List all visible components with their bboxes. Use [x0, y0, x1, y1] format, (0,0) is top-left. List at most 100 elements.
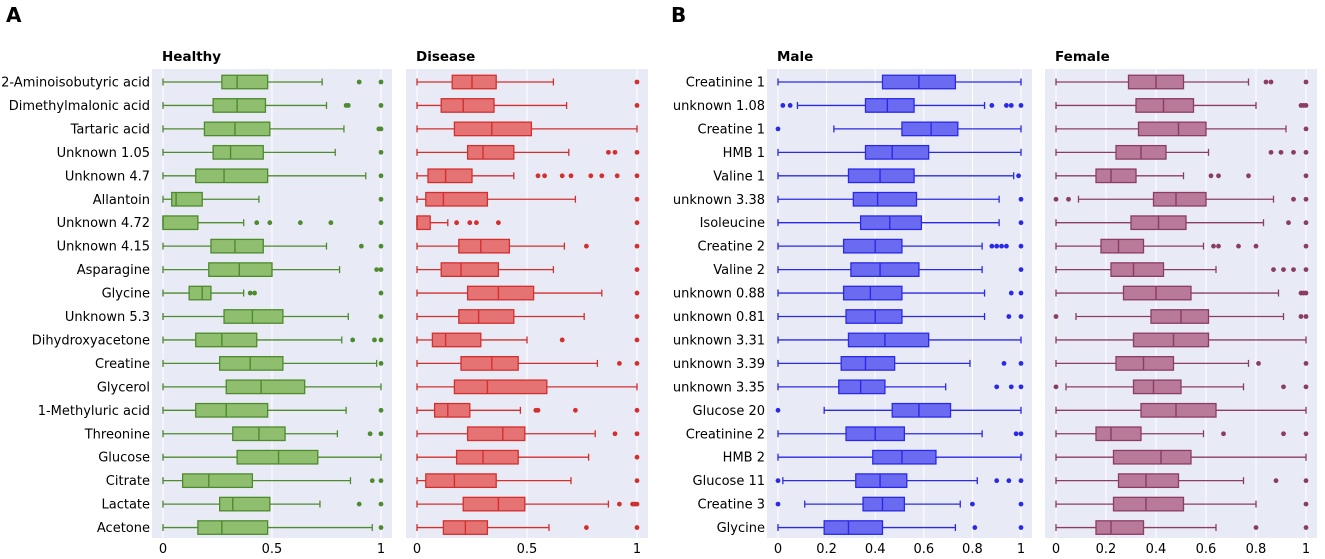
- healthy-box: [208, 262, 273, 278]
- male-outlier-point: [1006, 314, 1012, 319]
- male-box: [847, 168, 915, 184]
- disease-outlier-point: [634, 79, 640, 85]
- healthy-x-tick-label: 0.5: [262, 542, 283, 557]
- male-x-tick-label: 0: [774, 542, 782, 557]
- male-outlier-point: [1006, 478, 1012, 484]
- male-category-label: unknown 3.38: [673, 193, 765, 208]
- male-category-label: unknown 3.39: [673, 357, 765, 372]
- male-outlier-point: [1018, 267, 1024, 272]
- male-boxplot: 0 0.2 0.4 0.6 0.8 1 Male Creatinine 1 unknown 1.…: [673, 49, 1032, 557]
- male-outlier-point: [1018, 243, 1024, 249]
- male-box: [859, 215, 923, 231]
- female-outlier-point: [1263, 79, 1269, 85]
- male-box: [850, 262, 920, 278]
- disease-box: [440, 262, 500, 278]
- female-outlier-point: [1236, 243, 1241, 249]
- healthy-outlier-point: [267, 220, 273, 226]
- disease-outlier-point: [634, 407, 640, 413]
- male-box: [847, 332, 930, 348]
- female-outlier-point: [1281, 431, 1286, 437]
- female-outlier-point: [1066, 196, 1071, 202]
- female-box: [1132, 332, 1210, 348]
- male-category-label: unknown 3.35: [673, 380, 765, 395]
- male-x-tick-label: 1: [1017, 542, 1025, 557]
- disease-outlier-point: [634, 501, 640, 507]
- healthy-box: [212, 98, 267, 113]
- disease-outlier-point: [584, 525, 589, 530]
- disease-panel-title: Disease: [416, 49, 475, 65]
- healthy-category-label: Unknown 4.15: [57, 240, 150, 255]
- healthy-category-label: 2-Aminoisobutyric acid: [1, 76, 150, 91]
- female-outlier-point: [1268, 79, 1274, 85]
- healthy-category-label: Dimethylmalonic acid: [9, 99, 150, 114]
- healthy-box: [210, 238, 264, 254]
- disease-outlier-point: [467, 220, 473, 226]
- healthy-category-label: Unknown 5.3: [65, 310, 150, 325]
- disease-outlier-point: [634, 149, 640, 155]
- female-outlier-point: [1273, 478, 1279, 484]
- healthy-outlier-point: [378, 220, 384, 226]
- healthy-category-label: Acetone: [97, 521, 150, 536]
- male-category-label: Isoleucine: [700, 216, 765, 231]
- female-boxplot: 0 0.2 0.4 0.6 0.8 1 Female: [1045, 49, 1317, 557]
- female-outlier-point: [1303, 267, 1309, 272]
- male-outlier-point: [989, 103, 995, 108]
- disease-outlier-point: [634, 431, 640, 437]
- male-box: [862, 496, 906, 512]
- disease-outlier-point: [599, 173, 605, 179]
- male-outlier-point: [1013, 431, 1019, 437]
- female-box: [1112, 449, 1192, 465]
- male-box: [891, 402, 952, 418]
- female-box: [1135, 98, 1195, 113]
- female-box: [1137, 121, 1207, 137]
- female-box: [1122, 285, 1192, 301]
- female-x-tick-label: 1: [1302, 542, 1310, 557]
- male-category-label: HMB 2: [723, 451, 765, 466]
- disease-box: [431, 332, 482, 348]
- female-x-tick-label: 0: [1052, 542, 1060, 557]
- male-category-label: unknown 1.08: [673, 99, 765, 114]
- female-outlier-point: [1303, 220, 1309, 226]
- male-x-tick-label: 0.6: [913, 542, 934, 557]
- male-outlier-point: [1004, 103, 1009, 108]
- male-outlier-point: [1018, 384, 1024, 390]
- healthy-category-label: Unknown 4.7: [65, 169, 150, 184]
- disease-x-tick-label: 1: [633, 542, 641, 557]
- female-outlier-point: [1216, 173, 1221, 179]
- healthy-outlier-point: [378, 196, 384, 202]
- healthy-category-label: Asparagine: [77, 263, 150, 278]
- male-category-label: unknown 0.81: [673, 310, 765, 325]
- female-outlier-point: [1303, 501, 1309, 507]
- healthy-boxplot: 0 0.5 1 Healthy 2-Aminoisobutyric acid Dimeth…: [1, 49, 392, 557]
- male-box: [823, 520, 884, 535]
- male-category-label: Valine 1: [713, 169, 765, 184]
- healthy-box: [188, 285, 212, 301]
- male-box: [872, 449, 937, 465]
- female-outlier-point: [1303, 103, 1309, 108]
- female-outlier-point: [1221, 431, 1226, 437]
- male-category-label: unknown 3.31: [673, 333, 765, 348]
- panel-letter-a: A: [6, 3, 22, 27]
- female-outlier-point: [1053, 384, 1059, 390]
- male-outlier-point: [1018, 525, 1024, 530]
- panel-letter-b: B: [671, 3, 686, 27]
- healthy-category-label: Tartaric acid: [70, 122, 150, 137]
- male-box: [855, 473, 908, 489]
- male-category-label: Valine 2: [713, 263, 765, 278]
- male-outlier-point: [1008, 290, 1014, 296]
- disease-outlier-point: [634, 361, 640, 366]
- male-outlier-point: [994, 243, 1000, 249]
- male-box: [864, 98, 915, 113]
- healthy-outlier-point: [350, 337, 356, 343]
- disease-outlier-point: [634, 290, 640, 296]
- female-outlier-point: [1286, 220, 1291, 226]
- male-category-label: Glycine: [717, 521, 765, 536]
- healthy-box: [171, 191, 203, 207]
- male-outlier-point: [970, 501, 975, 507]
- female-box: [1112, 496, 1185, 512]
- male-box: [842, 285, 903, 301]
- healthy-box: [203, 121, 271, 137]
- disease-outlier-point: [612, 149, 618, 155]
- male-outlier-point: [775, 501, 781, 507]
- female-outlier-point: [1303, 79, 1309, 85]
